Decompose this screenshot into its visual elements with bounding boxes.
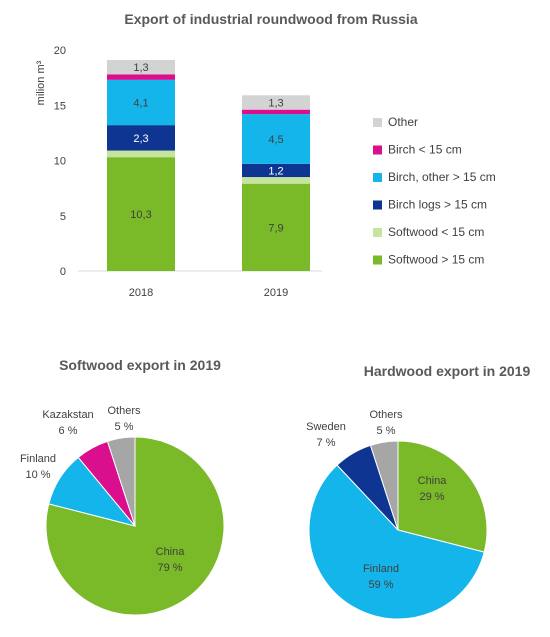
hardwood-pie: China 29 % Finland 59 % Sweden 7 % Others 5 % bbox=[306, 409, 488, 620]
legend-swatch bbox=[373, 200, 382, 210]
y-axis-label: milion m³ bbox=[35, 60, 47, 105]
pie-value-label: 79 % bbox=[157, 562, 182, 574]
bar-data-label: 1,3 bbox=[268, 97, 283, 109]
pie-category-label: Finland bbox=[363, 563, 399, 575]
pie-category-label: Finland bbox=[20, 453, 56, 465]
pie-category-label: Sweden bbox=[306, 421, 346, 433]
bar-segment bbox=[107, 125, 175, 151]
legend-label: Other bbox=[388, 115, 418, 129]
pie-value-label: 5 % bbox=[115, 421, 134, 433]
bar-chart-title: Export of industrial roundwood from Russ… bbox=[124, 11, 417, 27]
pie-value-label: 5 % bbox=[377, 425, 396, 437]
bar-segment bbox=[242, 114, 310, 164]
pie-slice bbox=[397, 440, 488, 553]
bar-legend: Other Birch < 15 cm Birch, other > 15 cm Bi… bbox=[373, 115, 496, 267]
pie-value-label: 7 % bbox=[317, 437, 336, 449]
pie-slice bbox=[369, 440, 399, 531]
bar-segment bbox=[107, 79, 175, 126]
bar-segment bbox=[107, 157, 175, 271]
y-tick-label: 20 bbox=[54, 45, 66, 57]
pie-slice bbox=[106, 436, 136, 527]
pie-category-label: China bbox=[418, 475, 448, 487]
softwood-pie-title: Softwood export in 2019 bbox=[59, 357, 221, 373]
bar-segment bbox=[107, 59, 175, 75]
bar-data-label: 10,3 bbox=[130, 209, 151, 221]
legend-label: Softwood > 15 cm bbox=[388, 253, 484, 267]
bar-segment bbox=[242, 163, 310, 178]
x-tick-label: 2018 bbox=[129, 287, 153, 299]
pie-value-label: 10 % bbox=[25, 469, 50, 481]
softwood-pie: China 79 % Finland 10 % Kazakstan 6 % Others 5 … bbox=[20, 405, 225, 616]
pie-category-label: Others bbox=[369, 409, 403, 421]
bar-data-label: 4,5 bbox=[268, 134, 283, 146]
bar-data-label: 1,3 bbox=[133, 62, 148, 74]
legend-swatch bbox=[373, 118, 382, 127]
legend-label: Birch, other > 15 cm bbox=[388, 170, 496, 184]
pie-category-label: Others bbox=[107, 405, 141, 417]
legend-swatch bbox=[373, 173, 382, 182]
bar-data-label: 4,1 bbox=[133, 97, 148, 109]
bar-data-label: 7,9 bbox=[268, 222, 283, 234]
x-tick-label: 2019 bbox=[264, 287, 288, 299]
bar-segment bbox=[242, 177, 310, 184]
x-axis-ticks: 2018 2019 bbox=[129, 287, 288, 299]
pie-value-label: 6 % bbox=[59, 425, 78, 437]
bar-segment bbox=[107, 74, 175, 80]
bar-segment bbox=[242, 183, 310, 271]
hardwood-pie-title: Hardwood export in 2019 bbox=[364, 363, 531, 379]
y-tick-label: 5 bbox=[60, 211, 66, 223]
legend-swatch bbox=[373, 255, 382, 265]
y-tick-label: 0 bbox=[60, 266, 66, 278]
y-axis-ticks: 0 5 10 15 20 bbox=[54, 45, 66, 278]
bar-segment bbox=[242, 95, 310, 110]
legend-label: Birch logs > 15 cm bbox=[388, 198, 487, 212]
legend-swatch bbox=[373, 228, 382, 237]
bar-data-label: 1,2 bbox=[268, 165, 283, 177]
legend-label: Softwood < 15 cm bbox=[388, 225, 484, 239]
legend-label: Birch < 15 cm bbox=[388, 143, 462, 157]
y-tick-label: 15 bbox=[54, 100, 66, 112]
pie-category-label: China bbox=[156, 546, 186, 558]
legend-swatch bbox=[373, 145, 382, 155]
bar-segment bbox=[107, 150, 175, 158]
pie-slice bbox=[308, 464, 485, 620]
bar-data-label: 2,3 bbox=[133, 133, 148, 145]
pie-value-label: 59 % bbox=[368, 579, 393, 591]
pie-category-label: Kazakstan bbox=[42, 409, 93, 421]
pie-value-label: 29 % bbox=[419, 491, 444, 503]
bar-series-group: 10,3 2,3 4,1 1,3 7,9 1,2 4,5 1,3 bbox=[107, 59, 310, 271]
bar-segment bbox=[242, 109, 310, 115]
y-tick-label: 10 bbox=[54, 156, 66, 168]
